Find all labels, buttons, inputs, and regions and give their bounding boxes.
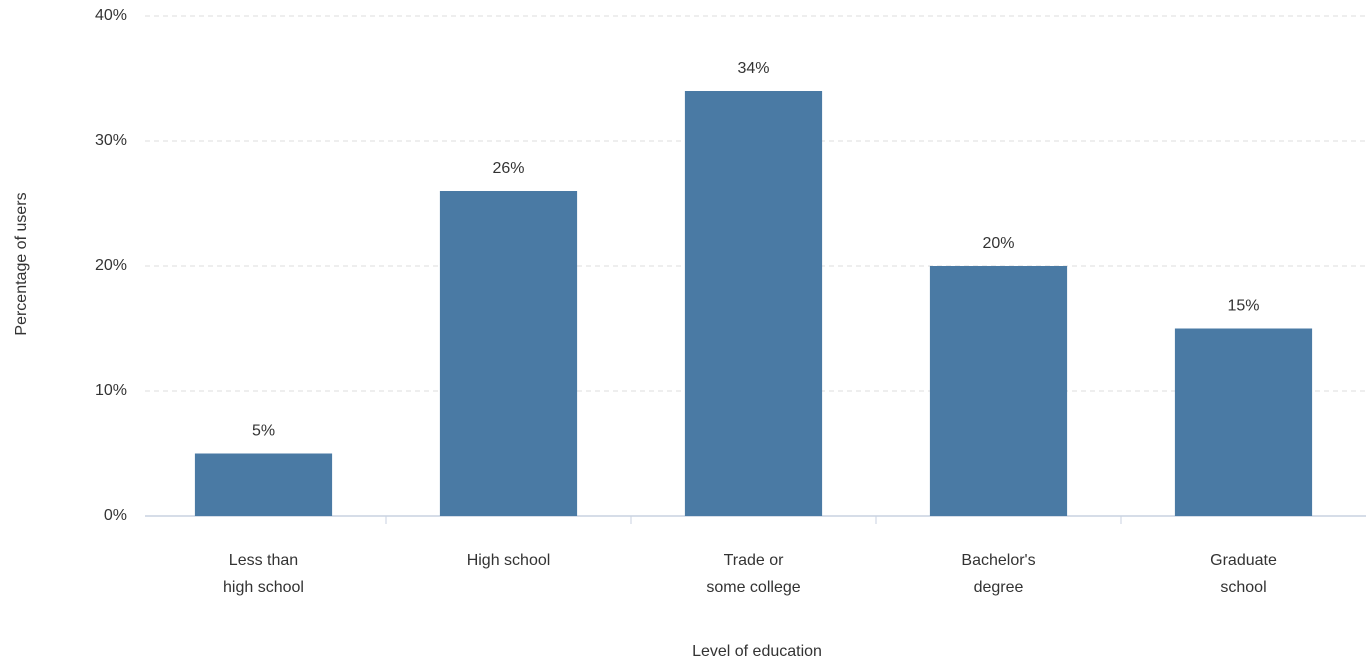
x-tick-label: High school xyxy=(467,552,551,569)
x-tick-label: Graduate school xyxy=(1210,552,1277,596)
data-label: 15% xyxy=(1227,298,1259,315)
x-tick-label: Less than high school xyxy=(223,552,304,596)
x-axis-title: Level of education xyxy=(692,643,822,660)
bar xyxy=(194,453,333,516)
x-tick-label: Trade or some college xyxy=(706,552,800,596)
data-label: 20% xyxy=(982,235,1014,252)
bar xyxy=(684,91,823,516)
y-tick-label: 40% xyxy=(95,7,127,24)
y-tick-label: 20% xyxy=(95,257,127,274)
bar xyxy=(1174,328,1313,516)
bar xyxy=(929,266,1068,516)
y-tick-label: 0% xyxy=(104,507,127,524)
data-label: 5% xyxy=(252,423,275,440)
data-label: 34% xyxy=(737,60,769,77)
y-tick-label: 30% xyxy=(95,132,127,149)
y-tick-label: 10% xyxy=(95,382,127,399)
data-label: 26% xyxy=(492,160,524,177)
x-tick-label: Bachelor's degree xyxy=(961,552,1035,596)
y-axis-title: Percentage of users xyxy=(13,192,30,335)
bar xyxy=(439,191,578,516)
